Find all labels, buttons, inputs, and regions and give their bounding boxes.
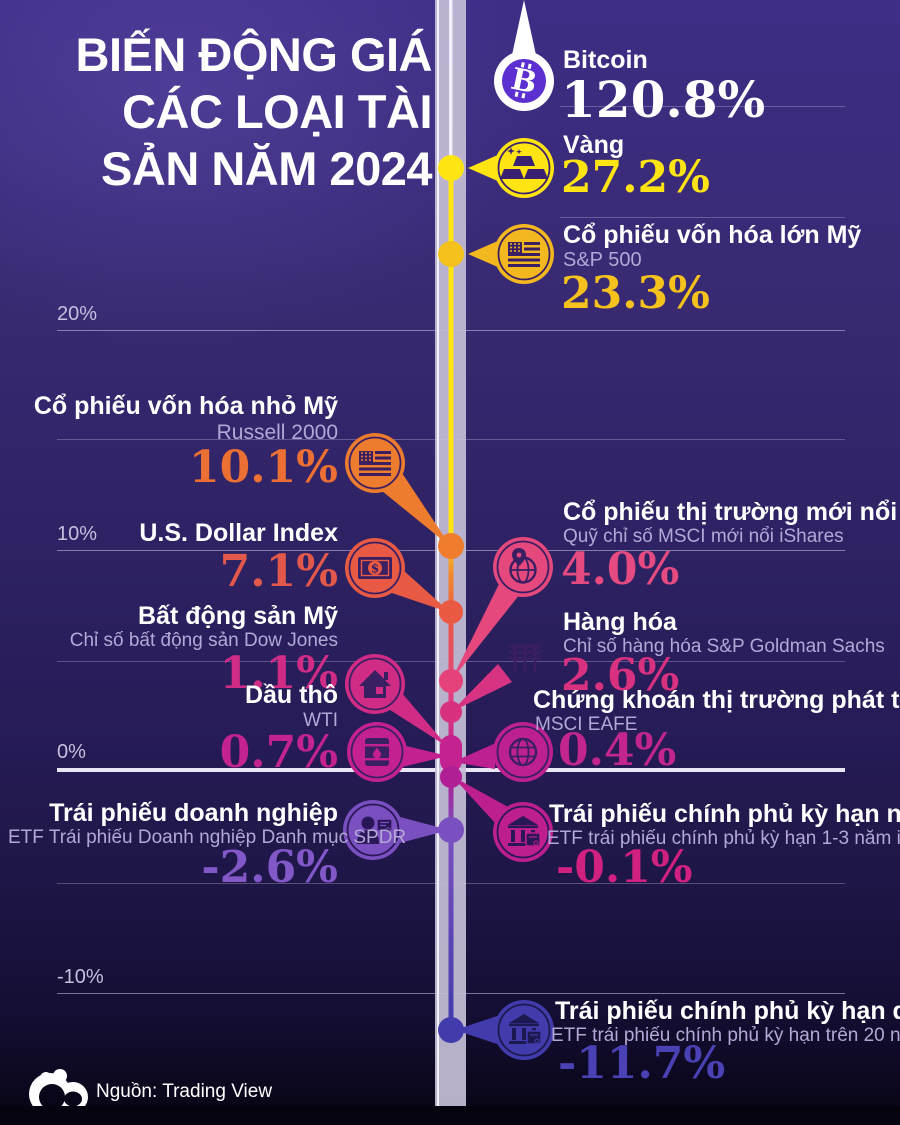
page-title: BIẾN ĐỘNG GIÁ CÁC LOẠI TÀI SẢN NĂM 2024 [14, 26, 433, 197]
title-line-3: SẢN NĂM 2024 [101, 142, 432, 195]
asset-value-russell: 10.1% [189, 442, 338, 493]
globe-pin-icon [493, 537, 553, 597]
russell-flag-icon [345, 433, 405, 493]
asset-sub-emerging: Quỹ chỉ số MSCI mới nổi iShares [563, 526, 844, 547]
asset-label-corporate: Trái phiếu doanh nghiệp [49, 799, 338, 827]
person-certificate-icon [343, 800, 403, 860]
asset-value-commodities: 2.6% [561, 650, 680, 701]
gold-icon [494, 138, 554, 198]
asset-value-emerging: 4.0% [561, 544, 680, 595]
asset-sub-commodities: Chỉ số hàng hóa S&P Goldman Sachs [563, 636, 885, 657]
connector-tails [382, 154, 520, 1044]
source-logo-icon [29, 1069, 88, 1115]
axis-centerline-white [449, 0, 453, 170]
axis-value-line [448, 168, 454, 1030]
asset-sub-corporate: ETF Trái phiếu Doanh nghiệp Danh mục SPD… [8, 827, 407, 848]
bank-certificate-icon-short [493, 802, 553, 862]
globe-icon [493, 722, 553, 782]
bitcoin-icon: B [494, 0, 554, 111]
asset-label-sp500: Cổ phiếu vốn hóa lớn Mỹ [563, 221, 862, 249]
y-tick-minus10: -10% [57, 966, 104, 988]
title-line-1: BIẾN ĐỘNG GIÁ [75, 28, 433, 81]
oil-barrel-icon [347, 722, 407, 782]
asset-label-longgov: Trái phiếu chính phủ kỳ hạn dài [555, 997, 900, 1025]
asset-sub-realestate: Chỉ số bất động sản Dow Jones [69, 630, 338, 651]
asset-value-developed: 0.4% [558, 725, 677, 776]
asset-label-russell: Cổ phiếu vốn hóa nhỏ Mỹ [33, 392, 338, 420]
asset-sub-crude: WTI [303, 710, 338, 731]
asset-value-shortgov: -0.1% [556, 842, 693, 893]
dollar-banknote-icon: $ [345, 538, 405, 598]
asset-label-crude: Dầu thô [244, 681, 338, 709]
asset-sub-developed: MSCI EAFE [535, 714, 638, 735]
asset-value-corporate: -2.6% [201, 842, 338, 893]
house-icon [345, 654, 405, 714]
wheat-icon [508, 643, 542, 673]
asset-value-crude: 0.7% [219, 727, 338, 778]
gridline-25 [560, 217, 845, 218]
asset-value-longgov: -11.7% [558, 1038, 726, 1089]
gridline-30 [560, 106, 845, 107]
asset-label-commodities: Hàng hóa [563, 608, 677, 636]
asset-label-developed: Chứng khoán thị trường phát triển [533, 686, 900, 714]
asset-value-dollar: 7.1% [219, 546, 338, 597]
y-tick-0: 0% [57, 741, 86, 763]
asset-value-gold: 27.2% [561, 152, 710, 203]
bottom-bar [0, 1106, 900, 1125]
axis-band-highlight [437, 0, 439, 1106]
asset-value-realestate: 1.1% [219, 648, 338, 699]
asset-sub-longgov: ETF trái phiếu chính phủ kỳ hạn trên 20 … [551, 1025, 900, 1046]
asset-value-sp500: 23.3% [561, 268, 710, 319]
asset-label-emerging: Cổ phiếu thị trường mới nổi [563, 498, 898, 526]
asset-sub-russell: Russell 2000 [216, 421, 338, 444]
asset-sub-shortgov: ETF trái phiếu chính phủ kỳ hạn 1-3 năm … [547, 828, 900, 849]
sp500-flag-icon [494, 224, 554, 284]
title-line-2: CÁC LOẠI TÀI [122, 85, 432, 138]
data-dots [438, 155, 464, 1043]
asset-label-realestate: Bất động sản Mỹ [137, 602, 338, 630]
y-tick-10: 10% [57, 523, 98, 545]
asset-sub-sp500: S&P 500 [563, 249, 642, 271]
bank-certificate-icon-long [494, 1000, 554, 1060]
asset-value-bitcoin: 120.8% [561, 70, 766, 129]
svg-text:$: $ [371, 562, 379, 576]
asset-label-dollar: U.S. Dollar Index [139, 519, 338, 547]
y-tick-20: 20% [57, 303, 98, 325]
asset-label-gold: Vàng [563, 131, 625, 159]
asset-label-shortgov: Trái phiếu chính phủ kỳ hạn ngắn [549, 800, 900, 828]
asset-label-bitcoin: Bitcoin [563, 46, 648, 74]
source-label: Nguồn: Trading View [96, 1081, 273, 1102]
